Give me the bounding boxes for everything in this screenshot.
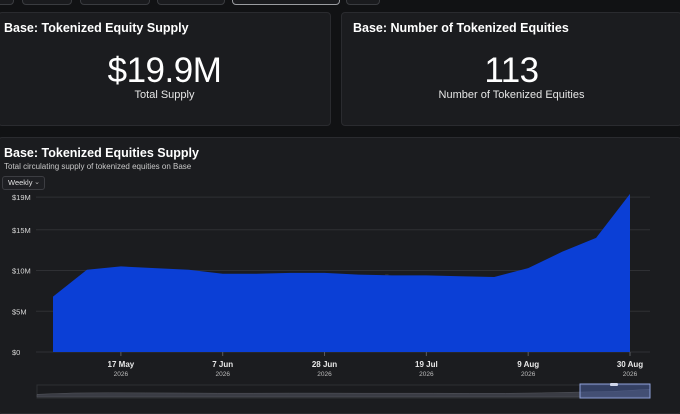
- tab-3[interactable]: [80, 0, 150, 5]
- total-supply-value: $19.9M: [107, 51, 222, 90]
- count-card-title: Base: Number of Tokenized Equities: [353, 21, 569, 35]
- tab-4[interactable]: [157, 0, 225, 5]
- top-tab-strip: [0, 0, 680, 6]
- supply-card-title: Base: Tokenized Equity Supply: [4, 21, 189, 35]
- equities-count-label: Number of Tokenized Equities: [438, 89, 585, 101]
- chevron-down-icon: ⌄: [34, 179, 40, 186]
- tab-2[interactable]: [22, 0, 72, 5]
- count-card: Base: Number of Tokenized Equities 113 N…: [341, 12, 680, 126]
- chart-subtitle: Total circulating supply of tokenized eq…: [4, 162, 192, 171]
- total-supply-label: Total Supply: [134, 89, 195, 101]
- tab-1[interactable]: [0, 0, 14, 5]
- frequency-value: Weekly: [8, 178, 33, 187]
- tab-6[interactable]: [346, 0, 380, 5]
- chart-title: Base: Tokenized Equities Supply: [4, 146, 199, 160]
- equities-count-value: 113: [484, 51, 539, 90]
- supply-card: Base: Tokenized Equity Supply $19.9M Tot…: [0, 12, 331, 126]
- tab-active[interactable]: [232, 0, 340, 5]
- chart-card: Base: Tokenized Equities Supply Total ci…: [0, 137, 680, 414]
- frequency-select[interactable]: Weekly ⌄: [2, 176, 45, 190]
